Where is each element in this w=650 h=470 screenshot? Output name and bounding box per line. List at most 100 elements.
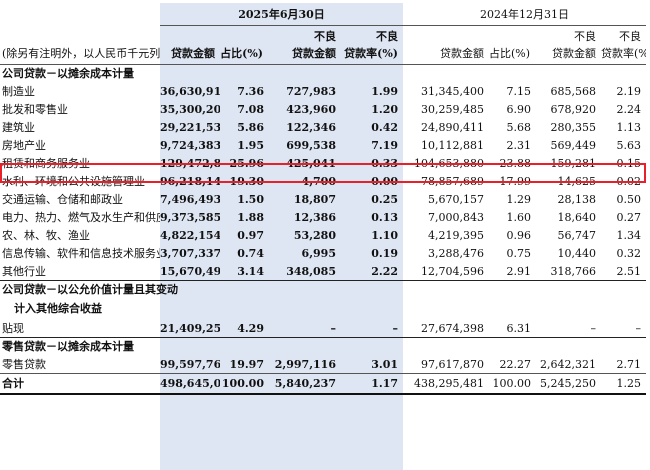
- table-row: 水利、环境和公共设施管理业 96,218,148 19.30 4,700 0.00 78,…: [0, 172, 646, 190]
- row-label: 租赁和商务服务业: [2, 156, 90, 170]
- cell-p-loan: 12,704,596: [421, 264, 485, 278]
- cell-p-npl: 56,747: [557, 228, 597, 242]
- cell-c-npl: 5,840,237: [268, 373, 341, 395]
- cell-c-nplr: 1.17: [341, 373, 404, 395]
- cell-p-nplr: 2.71: [601, 355, 647, 374]
- cell-p-share: 6.31: [506, 321, 532, 335]
- cell-c-nplr: 1.20: [371, 102, 399, 116]
- cell-p-loan: 97,617,870: [403, 355, 490, 374]
- period-header-row: 2025年6月30日 2024年12月31日: [0, 3, 647, 26]
- cell-c-nplr: 0.13: [371, 210, 399, 224]
- section-row-corp-fvoci-cont: 计入其他综合收益: [0, 298, 646, 319]
- cell-c-share: 0.74: [237, 246, 264, 260]
- col-nplr-top-prior: 不良: [619, 30, 642, 42]
- table-row: 租赁和商务服务业 129,472,821 25.96 425,041 0.33 104,6…: [0, 154, 646, 172]
- row-label: 信息传输、软件和信息技术服务业: [2, 246, 160, 260]
- cell-p-loan: 78,857,689: [421, 174, 485, 188]
- unit-note: (除另有注明外，以人民币千元列示): [0, 42, 160, 65]
- cell-p-share: 7.15: [506, 84, 532, 98]
- cell-c-npl: 12,386: [293, 210, 336, 224]
- cell-p-share: 1.29: [506, 192, 532, 206]
- cell-p-npl: 159,281: [550, 156, 597, 170]
- row-label: 其他行业: [2, 264, 46, 278]
- cell-p-nplr: 1.13: [616, 120, 642, 134]
- cell-c-npl: 727,983: [286, 84, 336, 98]
- cell-c-share: 4.29: [237, 321, 264, 335]
- cell-p-nplr: 5.63: [616, 138, 642, 152]
- cell-c-share: 7.36: [237, 84, 264, 98]
- row-label: 电力、热力、燃气及水生产和供应业: [2, 210, 160, 224]
- discount-row: 贴现 21,409,250 4.29 – – 27,674,398 6.31 –…: [0, 319, 646, 338]
- cell-c-share: 1.88: [237, 210, 264, 224]
- cell-p-share: 17.99: [499, 174, 532, 188]
- cell-p-nplr: 0.15: [616, 156, 642, 170]
- cell-c-npl: 699,538: [286, 138, 336, 152]
- col-share-current: 占比(%): [220, 42, 268, 65]
- cell-p-npl: 28,138: [557, 192, 597, 206]
- section-row-corp-fvoci: 公司贷款－以公允价值计量且其变动: [0, 280, 647, 298]
- cell-c-nplr: 0.33: [371, 156, 399, 170]
- cell-p-loan: 10,112,881: [421, 138, 485, 152]
- cell-p-npl: 10,440: [557, 246, 597, 260]
- cell-p-share: 0.75: [506, 246, 532, 260]
- cell-c-share: 7.08: [237, 102, 264, 116]
- cell-p-npl: 18,640: [557, 210, 597, 224]
- cell-p-npl: 569,449: [550, 138, 597, 152]
- cell-p-npl: 685,568: [550, 84, 597, 98]
- cell-p-loan: 4,219,395: [428, 228, 485, 242]
- cell-c-npl: 6,995: [301, 246, 336, 260]
- row-label: 房地产业: [2, 138, 46, 152]
- cell-p-npl: 280,355: [550, 120, 597, 134]
- row-label: 批发和零售业: [2, 102, 68, 116]
- table-row: 建筑业 29,221,539 5.86 122,346 0.42 24,890,411 5.…: [0, 118, 646, 136]
- cell-c-share: 3.14: [237, 264, 264, 278]
- cell-c-share: 100.00: [220, 373, 268, 395]
- table-row: 信息传输、软件和信息技术服务业 3,707,337 0.74 6,995 0.19 3,2…: [0, 244, 646, 262]
- industry-rows: 制造业 36,630,910 7.36 727,983 1.99 31,345,400 7.…: [0, 82, 646, 281]
- cell-c-npl: 425,041: [286, 156, 336, 170]
- row-label: 合计: [0, 373, 160, 395]
- cell-c-loan: 7,496,493: [160, 192, 220, 206]
- cell-c-npl: 348,085: [286, 264, 336, 278]
- cell-p-share: 100.00: [489, 373, 536, 395]
- current-period-label: 2025年6月30日: [160, 3, 404, 26]
- cell-p-nplr: 0.32: [616, 246, 642, 260]
- row-label: 建筑业: [2, 120, 35, 134]
- cell-c-share: 19.97: [220, 355, 268, 374]
- cell-p-npl: 318,766: [550, 264, 597, 278]
- cell-p-nplr: 1.25: [601, 373, 647, 395]
- table-row: 电力、热力、燃气及水生产和供应业9,373,585 1.88 12,386 0.13 7…: [0, 208, 646, 226]
- cell-c-share: 5.86: [237, 120, 264, 134]
- cell-c-npl: 18,807: [293, 192, 336, 206]
- column-header-row: (除另有注明外，以人民币千元列示) 贷款金额 占比(%) 贷款金额 贷款率(%)…: [0, 42, 647, 65]
- row-label: 零售贷款: [0, 355, 160, 374]
- cell-c-npl: 4,700: [301, 174, 336, 188]
- cell-p-npl: 678,920: [550, 102, 597, 116]
- cell-p-loan: 5,670,157: [428, 192, 485, 206]
- section-row-retail: 零售贷款－以摊余成本计量: [0, 337, 647, 355]
- cell-p-npl: –: [590, 321, 597, 335]
- cell-c-nplr: 7.19: [371, 138, 399, 152]
- row-label: 贴现: [2, 321, 24, 335]
- cell-p-share: 1.60: [506, 210, 532, 224]
- section-row-corp-amortized: 公司贷款－以摊余成本计量: [0, 65, 646, 83]
- col-nplr-top-current: 不良: [376, 30, 399, 42]
- table-row: 农、林、牧、渔业 4,822,154 0.97 53,280 1.10 4,219,395…: [0, 226, 646, 244]
- cell-c-nplr: –: [392, 321, 399, 335]
- col-npl-bottom-current: 贷款金额: [268, 42, 341, 65]
- cell-p-loan: 7,000,843: [428, 210, 485, 224]
- cell-c-loan: 21,409,250: [160, 321, 220, 335]
- cell-c-loan: 129,472,821: [160, 156, 220, 170]
- col-npl-top-prior: 不良: [574, 30, 597, 42]
- cell-c-loan: 498,645,084: [160, 373, 220, 395]
- cell-c-loan: 96,218,148: [160, 174, 220, 188]
- cell-c-nplr: 2.22: [371, 264, 399, 278]
- cell-p-share: 0.96: [506, 228, 532, 242]
- cell-p-nplr: 0.27: [616, 210, 642, 224]
- cell-c-share: 0.97: [237, 228, 264, 242]
- table-row: 交通运输、仓储和邮政业 7,496,493 1.50 18,807 0.25 5,670,…: [0, 190, 646, 208]
- column-header-top-row: 不良 不良 不良 不良: [0, 26, 646, 43]
- col-nplr-bottom-current: 贷款率(%): [341, 42, 404, 65]
- cell-c-nplr: 3.01: [341, 355, 404, 374]
